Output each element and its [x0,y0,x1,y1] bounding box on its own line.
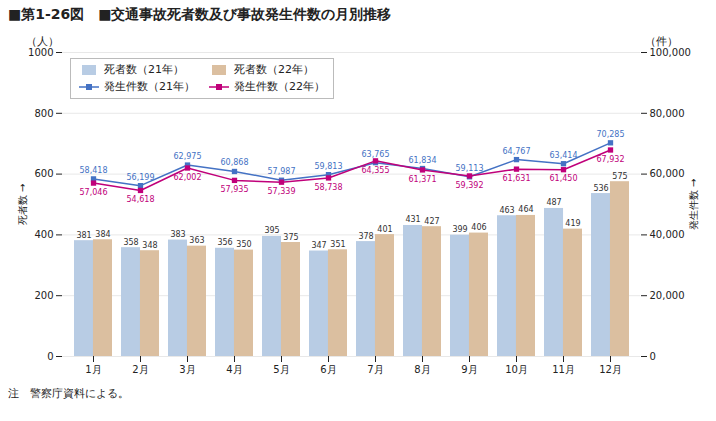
svg-text:375: 375 [283,233,298,242]
svg-text:57,339: 57,339 [268,187,296,196]
svg-text:11月: 11月 [552,364,575,375]
svg-text:0: 0 [650,351,656,362]
svg-text:419: 419 [565,219,580,228]
svg-text:61,834: 61,834 [409,156,437,165]
svg-text:64,355: 64,355 [362,166,390,175]
svg-text:58,738: 58,738 [315,183,343,192]
html-text:発生件数（22年）: 発生件数（22年） [234,80,325,93]
svg-text:61,450: 61,450 [550,174,578,183]
svg-text:（人）: （人） [26,35,59,48]
svg-text:59,813: 59,813 [315,162,343,171]
svg-text:463: 463 [499,206,514,215]
svg-text:61,371: 61,371 [409,175,437,184]
svg-text:発生件数 →: 発生件数 → [688,179,699,231]
svg-text:9月: 9月 [461,364,477,375]
svg-text:358: 358 [123,238,138,247]
svg-text:7月: 7月 [367,364,383,375]
svg-text:800: 800 [34,108,53,119]
svg-text:54,618: 54,618 [127,195,155,204]
svg-text:57,046: 57,046 [80,188,108,197]
svg-text:60,868: 60,868 [221,158,249,167]
svg-text:350: 350 [236,240,251,249]
svg-text:4月: 4月 [226,364,242,375]
svg-text:600: 600 [34,168,53,179]
svg-text:6月: 6月 [320,364,336,375]
html-text:死者数（21年）: 死者数（21年） [104,63,184,76]
svg-text:67,932: 67,932 [597,155,625,164]
svg-text:383: 383 [170,230,185,239]
svg-text:62,002: 62,002 [174,173,202,182]
svg-text:56,199: 56,199 [127,173,155,182]
svg-text:575: 575 [612,172,627,181]
svg-text:431: 431 [405,215,420,224]
svg-text:487: 487 [546,198,561,207]
svg-text:（件）: （件） [645,35,678,48]
svg-text:347: 347 [311,241,326,250]
svg-text:59,392: 59,392 [456,181,484,190]
html-text:死者数（22年）: 死者数（22年） [234,63,314,76]
svg-text:63,765: 63,765 [362,150,390,159]
svg-text:381: 381 [76,231,91,240]
svg-text:70,285: 70,285 [597,130,625,139]
svg-text:死者数 →: 死者数 → [17,184,28,226]
svg-text:356: 356 [217,238,232,247]
svg-text:1000: 1000 [28,47,53,58]
svg-text:464: 464 [518,205,533,214]
svg-text:406: 406 [471,223,486,232]
html-text:■第1-26図 ■交通事故死者数及び事故発生件数の月別推移: ■第1-26図 ■交通事故死者数及び事故発生件数の月別推移 [8,6,392,22]
svg-text:12月: 12月 [599,364,622,375]
svg-text:10月: 10月 [505,364,528,375]
svg-text:20,000: 20,000 [650,290,685,301]
svg-text:0: 0 [47,351,53,362]
svg-text:536: 536 [593,184,608,193]
svg-text:57,987: 57,987 [268,167,296,176]
svg-text:378: 378 [358,232,373,241]
svg-text:80,000: 80,000 [650,108,685,119]
svg-text:100,000: 100,000 [650,47,691,58]
svg-text:399: 399 [452,225,467,234]
svg-text:62,975: 62,975 [174,152,202,161]
svg-text:401: 401 [377,225,392,234]
svg-text:427: 427 [424,217,439,226]
svg-text:384: 384 [95,230,110,239]
svg-text:64,767: 64,767 [503,147,531,156]
svg-text:5月: 5月 [273,364,289,375]
svg-text:363: 363 [189,236,204,245]
svg-text:1月: 1月 [85,364,101,375]
svg-text:351: 351 [330,240,345,249]
html-text:注 警察庁資料による。: 注 警察庁資料による。 [8,387,129,400]
svg-text:60,000: 60,000 [650,168,685,179]
svg-text:395: 395 [264,226,279,235]
svg-text:40,000: 40,000 [650,229,685,240]
svg-text:57,935: 57,935 [221,185,249,194]
svg-text:63,414: 63,414 [550,151,578,160]
svg-text:348: 348 [142,241,157,250]
svg-text:200: 200 [34,290,53,301]
svg-text:8月: 8月 [414,364,430,375]
svg-text:2月: 2月 [132,364,148,375]
svg-text:400: 400 [34,229,53,240]
svg-text:59,113: 59,113 [456,164,484,173]
svg-text:61,631: 61,631 [503,174,531,183]
svg-text:58,418: 58,418 [80,166,108,175]
svg-text:3月: 3月 [179,364,195,375]
html-text:発生件数（21年）: 発生件数（21年） [104,80,195,93]
